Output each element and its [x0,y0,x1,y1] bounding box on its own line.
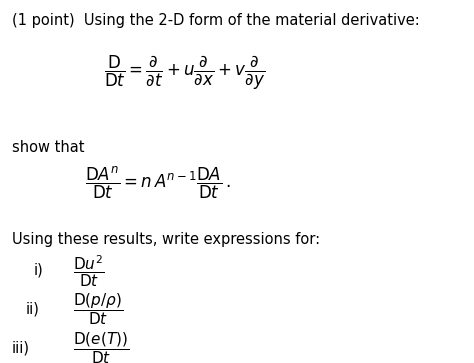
Text: $\dfrac{\mathrm{D}u^{2}}{\mathrm{D}t}$: $\dfrac{\mathrm{D}u^{2}}{\mathrm{D}t}$ [73,254,105,289]
Text: $\dfrac{\mathrm{D}}{\mathrm{D}t} = \dfrac{\partial}{\partial t} + u\dfrac{\parti: $\dfrac{\mathrm{D}}{\mathrm{D}t} = \dfra… [104,53,265,92]
Text: show that: show that [12,140,84,155]
Text: i): i) [33,263,43,278]
Text: $\dfrac{\mathrm{D}(e(T))}{\mathrm{D}t}$: $\dfrac{\mathrm{D}(e(T))}{\mathrm{D}t}$ [73,331,130,363]
Text: Using these results, write expressions for:: Using these results, write expressions f… [12,232,320,247]
Text: $\dfrac{\mathrm{D}(p/\rho)}{\mathrm{D}t}$: $\dfrac{\mathrm{D}(p/\rho)}{\mathrm{D}t}… [73,291,124,327]
Text: ii): ii) [26,302,40,317]
Text: iii): iii) [12,341,30,356]
Text: (1 point)  Using the 2-D form of the material derivative:: (1 point) Using the 2-D form of the mate… [12,13,419,28]
Text: $\dfrac{\mathrm{D}A^{n}}{\mathrm{D}t} = n\,A^{n-1}\dfrac{\mathrm{D}A}{\mathrm{D}: $\dfrac{\mathrm{D}A^{n}}{\mathrm{D}t} = … [85,165,231,201]
